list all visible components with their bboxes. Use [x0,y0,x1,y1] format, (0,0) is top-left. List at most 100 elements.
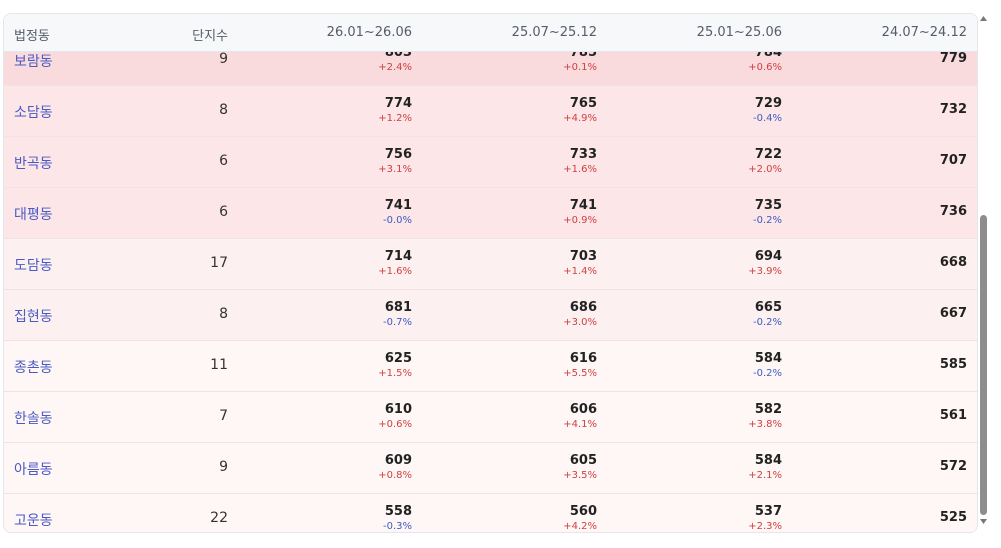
price: 610 [384,402,412,417]
change-rate: +0.6% [378,419,412,430]
table-row[interactable]: 보람동 9 803 +2.4% 785 +0.1% 784 +0.6% 779 [4,52,977,86]
change-rate: -0.4% [752,113,782,124]
table-row[interactable]: 종촌동 11 625 +1.5% 616 +5.5% 584 -0.2% 585 [4,341,977,392]
price: 561 [939,408,967,423]
price: 668 [939,255,967,270]
price: 703 [569,249,597,264]
scrollbar[interactable] [978,13,989,531]
change-rate: +4.9% [563,113,597,124]
change-rate: -0.0% [382,215,412,226]
table-row[interactable]: 소담동 8 774 +1.2% 765 +4.9% 729 -0.4% 732 [4,86,977,137]
price: 785 [569,52,597,60]
price: 560 [569,504,597,519]
table-header: 법정동 단지수 26.01~26.06 25.07~25.12 25.01~25.06 2… [4,14,977,52]
price: 537 [754,504,782,519]
price: 585 [939,357,967,372]
complex-count: 7 [219,408,228,424]
price: 707 [939,153,967,168]
change-rate: -0.2% [752,215,782,226]
complex-count: 8 [219,102,228,118]
price: 756 [384,147,412,162]
table-row[interactable]: 한솔동 7 610 +0.6% 606 +4.1% 582 +3.8% 561 [4,392,977,443]
price: 735 [754,198,782,213]
dong-name: 도담동 [14,258,53,274]
change-rate: +1.5% [378,368,412,379]
change-rate: +2.4% [378,62,412,73]
dong-name: 반곡동 [14,156,53,172]
column-header: 25.01~25.06 [696,25,782,40]
table-row[interactable]: 아름동 9 609 +0.8% 605 +3.5% 584 +2.1% 572 [4,443,977,494]
change-rate: +4.2% [563,521,597,532]
change-rate: +0.1% [563,62,597,73]
complex-count: 22 [210,510,228,526]
change-rate: +2.1% [748,470,782,481]
price: 609 [384,453,412,468]
change-rate: +1.2% [378,113,412,124]
price: 584 [754,351,782,366]
change-rate: +1.4% [563,266,597,277]
table-row[interactable]: 반곡동 6 756 +3.1% 733 +1.6% 722 +2.0% 707 [4,137,977,188]
dong-name: 한솔동 [14,411,53,427]
change-rate: +1.6% [563,164,597,175]
price: 741 [384,198,412,213]
price: 665 [754,300,782,315]
complex-count: 9 [219,52,228,67]
change-rate: -0.3% [382,521,412,532]
table-row[interactable]: 대평동 6 741 -0.0% 741 +0.9% 735 -0.2% 736 [4,188,977,239]
table-body[interactable]: 보람동 9 803 +2.4% 785 +0.1% 784 +0.6% 779 소담동 8 774 +1… [4,52,977,532]
price: 525 [939,510,967,525]
price: 784 [754,52,782,60]
price: 558 [384,504,412,519]
price: 803 [384,52,412,60]
price: 733 [569,147,597,162]
column-header: 24.07~24.12 [881,25,967,40]
change-rate: +2.3% [748,521,782,532]
complex-count: 8 [219,306,228,322]
dong-name: 보람동 [14,54,53,70]
change-rate: +2.0% [748,164,782,175]
scroll-arrows [980,16,987,524]
dong-name: 고운동 [14,513,53,529]
column-header: 26.01~26.06 [326,25,412,40]
change-rate: +5.5% [563,368,597,379]
price: 694 [754,249,782,264]
price: 625 [384,351,412,366]
change-rate: +3.9% [748,266,782,277]
table-row[interactable]: 집현동 8 681 -0.7% 686 +3.0% 665 -0.2% 667 [4,290,977,341]
change-rate: +0.8% [378,470,412,481]
complex-count: 6 [219,204,228,220]
price: 774 [384,96,412,111]
column-header: 법정동 [14,29,50,44]
price: 765 [569,96,597,111]
price: 722 [754,147,782,162]
price: 616 [569,351,597,366]
price: 584 [754,453,782,468]
table: 법정동 단지수 26.01~26.06 25.07~25.12 25.01~25.06 2… [3,13,978,533]
price: 732 [939,102,967,117]
complex-count: 17 [210,255,228,271]
column-header: 단지수 [192,29,228,44]
dong-name: 종촌동 [14,360,53,376]
table-row[interactable]: 고운동 22 558 -0.3% 560 +4.2% 537 +2.3% 525 [4,494,977,532]
table-row[interactable]: 도담동 17 714 +1.6% 703 +1.4% 694 +3.9% 668 [4,239,977,290]
complex-count: 6 [219,153,228,169]
column-header: 25.07~25.12 [511,25,597,40]
price: 741 [569,198,597,213]
change-rate: +1.6% [378,266,412,277]
change-rate: +3.8% [748,419,782,430]
price: 582 [754,402,782,417]
dong-name: 소담동 [14,105,53,121]
price: 686 [569,300,597,315]
change-rate: +3.0% [563,317,597,328]
price: 736 [939,204,967,219]
change-rate: +4.1% [563,419,597,430]
change-rate: -0.7% [382,317,412,328]
change-rate: +0.6% [748,62,782,73]
change-rate: +0.9% [563,215,597,226]
scroll-thumb[interactable] [980,215,987,515]
price: 606 [569,402,597,417]
change-rate: -0.2% [752,317,782,328]
change-rate: -0.2% [752,368,782,379]
dong-name: 대평동 [14,207,53,223]
